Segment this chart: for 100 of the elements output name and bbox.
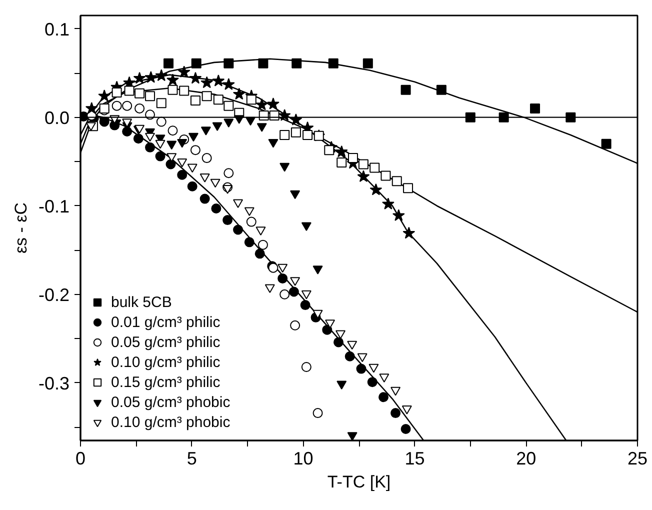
- point: [177, 170, 188, 180]
- point: [436, 84, 446, 95]
- point: [179, 86, 190, 96]
- point: [368, 364, 379, 373]
- x-tick-label: 10: [293, 448, 314, 468]
- point: [390, 408, 401, 418]
- legend-label: 0.05 g/cm³ philic: [111, 333, 220, 351]
- point: [362, 58, 373, 68]
- point: [202, 91, 212, 102]
- point: [200, 126, 211, 136]
- point: [390, 386, 401, 396]
- point: [232, 88, 246, 100]
- point: [211, 204, 222, 214]
- point: [222, 78, 235, 90]
- point: [256, 98, 268, 110]
- y-axis-title: εs - εC: [11, 202, 30, 254]
- point: [402, 226, 416, 239]
- point: [85, 102, 98, 114]
- legend-label: 0.10 g/cm³ philic: [111, 353, 220, 371]
- point: [222, 215, 233, 226]
- point: [357, 353, 368, 362]
- point: [370, 183, 382, 196]
- point: [301, 290, 312, 300]
- point: [268, 139, 278, 148]
- point: [336, 380, 347, 390]
- point: [292, 58, 302, 68]
- point: [336, 330, 346, 340]
- point: [122, 118, 132, 128]
- legend-label: 0.15 g/cm³ philic: [111, 373, 220, 391]
- point: [124, 86, 134, 96]
- point: [334, 337, 344, 348]
- point: [400, 424, 411, 434]
- point: [224, 58, 234, 68]
- point: [168, 84, 178, 95]
- point: [379, 374, 390, 382]
- legend-label: bulk 5CB: [111, 293, 172, 311]
- point: [200, 174, 210, 182]
- point: [187, 181, 198, 192]
- point: [187, 164, 198, 173]
- point: [254, 248, 265, 259]
- y-tick-label: 0.1: [44, 19, 70, 40]
- point: [212, 74, 225, 86]
- point: [322, 324, 332, 335]
- point: [244, 207, 254, 216]
- point: [402, 406, 412, 414]
- point: [312, 266, 323, 274]
- point: [392, 209, 405, 221]
- point: [380, 170, 391, 181]
- point: [144, 70, 158, 83]
- point: [288, 286, 299, 297]
- point: [224, 118, 234, 128]
- point: [178, 66, 190, 78]
- point: [98, 90, 111, 102]
- point: [256, 123, 267, 132]
- point: [325, 320, 336, 328]
- point: [312, 310, 323, 319]
- point: [224, 100, 234, 111]
- point: [378, 392, 389, 402]
- point: [191, 58, 202, 68]
- point: [347, 432, 358, 440]
- point: [280, 162, 290, 172]
- point: [344, 351, 355, 362]
- legend-label: 0.01 g/cm³ philic: [111, 313, 220, 331]
- point: [357, 170, 370, 182]
- point: [233, 224, 244, 235]
- y-tick-label: -0.3: [38, 373, 70, 394]
- point: [290, 277, 300, 286]
- point: [382, 198, 394, 210]
- point: [200, 194, 210, 204]
- point: [210, 178, 220, 188]
- x-tick-label: 5: [186, 448, 197, 468]
- point: [133, 72, 146, 84]
- point: [348, 153, 358, 164]
- point: [145, 91, 156, 102]
- legend-label: 0.05 g/cm³ phobic: [111, 393, 230, 411]
- point: [290, 127, 301, 138]
- point: [213, 94, 224, 105]
- point: [324, 145, 334, 156]
- point: [177, 139, 188, 148]
- point: [335, 145, 348, 158]
- point: [400, 84, 411, 95]
- point: [200, 76, 214, 88]
- point: [155, 140, 166, 149]
- x-tick-label: 25: [627, 448, 648, 468]
- point: [145, 132, 156, 142]
- legend-label: 0.10 g/cm³ phobic: [111, 413, 230, 431]
- y-tick-label: -0.1: [38, 196, 70, 216]
- point: [133, 134, 144, 144]
- point: [155, 151, 166, 162]
- point: [258, 58, 268, 68]
- point: [156, 98, 166, 108]
- point: [155, 69, 168, 82]
- point: [356, 364, 366, 374]
- point: [134, 88, 145, 98]
- point: [347, 340, 358, 350]
- point: [222, 185, 233, 194]
- x-tick-label: 15: [404, 448, 425, 468]
- point: [112, 88, 122, 98]
- y-tick-label: 0.0: [44, 108, 70, 128]
- point: [244, 237, 254, 248]
